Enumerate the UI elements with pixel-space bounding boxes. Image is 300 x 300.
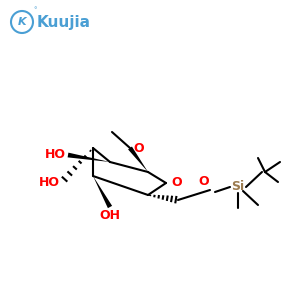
Text: HO: HO xyxy=(45,148,66,161)
Text: °: ° xyxy=(33,7,37,13)
Polygon shape xyxy=(93,176,112,208)
Text: OH: OH xyxy=(100,209,121,222)
Text: Si: Si xyxy=(231,181,244,194)
Text: O: O xyxy=(133,142,144,154)
Text: O: O xyxy=(171,176,181,190)
Text: HO: HO xyxy=(39,176,60,188)
Text: K: K xyxy=(18,17,26,27)
Polygon shape xyxy=(68,153,110,162)
Text: Kuujia: Kuujia xyxy=(37,14,91,29)
Text: O: O xyxy=(198,175,209,188)
Polygon shape xyxy=(128,147,148,172)
